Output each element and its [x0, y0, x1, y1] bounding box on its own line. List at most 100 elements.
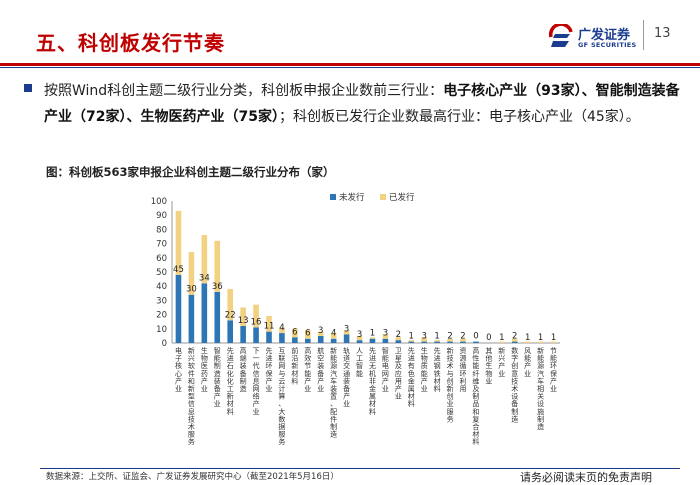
bar-unissued: [253, 327, 259, 343]
data-label: 2: [396, 330, 401, 340]
bar-issued: [382, 334, 389, 339]
header-rule-red: [0, 63, 700, 66]
x-tick-label: 智能制造装备产业: [214, 346, 221, 408]
bar-unissued: [460, 341, 466, 343]
bar-issued: [511, 338, 518, 342]
y-tick-label: 30: [156, 296, 167, 306]
bar-issued: [460, 338, 466, 342]
x-tick-label: 轨道交通装备产业: [343, 346, 350, 408]
data-label: 3: [318, 326, 323, 336]
data-label: 3: [421, 332, 426, 342]
data-label: 1: [409, 332, 414, 342]
x-tick-label: 高端装备制造: [240, 346, 247, 393]
bar-issued: [343, 330, 350, 335]
bar-issued: [292, 328, 298, 338]
x-tick-label: 先进有色金属材料: [408, 346, 415, 408]
data-label: 1: [525, 333, 530, 343]
bar-issued: [253, 304, 259, 328]
y-tick-label: 50: [156, 268, 167, 278]
bar-issued: [356, 335, 363, 341]
bar-issued: [214, 240, 221, 292]
bar-unissued: [434, 341, 440, 343]
chart-title: 图：科创板563家申报企业科创主题二级行业分布（家）: [46, 165, 335, 179]
x-tick-label: 先进石化化工新材料: [227, 346, 234, 416]
bar-unissued: [266, 331, 272, 343]
bar-issued: [240, 307, 246, 326]
x-tick-label: 电子核心产业: [175, 346, 182, 393]
data-label: 11: [264, 322, 275, 332]
x-tick-label: 节能环保产业: [550, 347, 557, 393]
y-tick-label: 90: [156, 211, 167, 221]
legend-swatch-unissued: [330, 194, 336, 200]
x-tick-label: 卫星及应用产业: [395, 347, 402, 401]
bar-issued: [317, 331, 324, 336]
bar-unissued: [473, 341, 479, 343]
bar-unissued: [188, 294, 195, 343]
brand-logo: 广发证券 GF SECURITIES: [548, 22, 638, 56]
bar-unissued: [408, 341, 415, 343]
data-label: 0: [486, 333, 491, 343]
y-tick-label: 40: [156, 282, 167, 292]
data-label: 36: [212, 282, 223, 292]
x-tick-label: 下一代信息网络产业: [253, 347, 260, 416]
legend-swatch-issued: [380, 194, 386, 200]
bar-unissued: [214, 291, 221, 343]
bar-unissued: [317, 335, 324, 343]
bar-issued: [305, 330, 311, 339]
x-tick-label: 人工智能: [356, 347, 363, 378]
bar-issued: [447, 338, 453, 342]
x-tick-label: 先进环保产业: [266, 346, 273, 393]
bar-unissued: [343, 334, 350, 343]
page-title: 五、科创板发行节奏: [36, 31, 225, 55]
data-label: 3: [344, 324, 349, 334]
y-tick-label: 80: [156, 225, 167, 235]
bar-issued: [279, 327, 285, 334]
data-label: 1: [538, 333, 543, 343]
data-label: 1: [370, 329, 375, 339]
x-tick-label: 前沿新材料: [291, 346, 298, 385]
data-label: 16: [251, 317, 262, 327]
disclaimer: 请务必阅读末页的免责声明: [520, 471, 652, 484]
y-tick-label: 60: [156, 254, 167, 264]
bar-unissued: [356, 340, 363, 343]
data-label: 6: [292, 327, 297, 337]
summary-text-1: 按照Wind科创主题二级行业分类，科创板申报企业数前三行业：: [44, 83, 444, 99]
summary-paragraph: 按照Wind科创主题二级行业分类，科创板申报企业数前三行业：电子核心产业（93家…: [44, 78, 680, 130]
bar-issued: [421, 337, 427, 342]
x-tick-label: 生物质能产业: [421, 346, 428, 393]
y-tick-label: 70: [156, 240, 167, 250]
bar-unissued: [511, 341, 518, 343]
page-number: 13: [654, 26, 671, 41]
bar-issued: [188, 252, 195, 295]
bar-unissued: [382, 338, 389, 343]
legend-label-unissued: 未发行: [339, 192, 365, 203]
data-label: 2: [512, 332, 517, 342]
x-tick-label: 高效节能产业: [304, 346, 311, 393]
x-tick-label: 新兴产业: [498, 346, 505, 378]
y-tick-label: 100: [151, 197, 167, 207]
summary-text-bold: 电子核心产业（93家）、智能制造装备产业（72家）、生物医药产业（75家）: [44, 83, 680, 125]
x-tick-label: 新能源汽车相关设施制造: [537, 346, 544, 431]
data-label: 3: [383, 329, 388, 339]
data-label: 1: [434, 332, 439, 342]
y-tick-label: 20: [156, 311, 167, 321]
bar-unissued: [292, 337, 298, 343]
data-label: 2: [460, 332, 465, 342]
data-label: 3: [357, 330, 362, 340]
header-rule-blue: [0, 67, 700, 68]
footer-rule: [40, 468, 680, 469]
data-label: 1: [551, 333, 556, 343]
bar-unissued: [395, 340, 402, 343]
y-tick-label: 0: [162, 339, 167, 349]
header-divider: [643, 20, 644, 50]
data-label: 0: [473, 332, 478, 342]
logo-text-en: GF SECURITIES: [578, 41, 637, 49]
data-label: 2: [447, 332, 452, 342]
x-tick-label: 高性能纤维及制品和复合材料: [472, 346, 479, 446]
bar-unissued: [305, 338, 311, 343]
summary-text-2: ；科创板已发行企业数最高行业：电子核心产业（45家）。: [278, 109, 640, 125]
x-tick-label: 智能电网产业: [382, 346, 389, 393]
x-tick-label: 新能源汽车装置、配件制造: [330, 346, 337, 439]
data-label: 6: [305, 329, 310, 339]
legend-label-issued: 已发行: [389, 192, 415, 203]
